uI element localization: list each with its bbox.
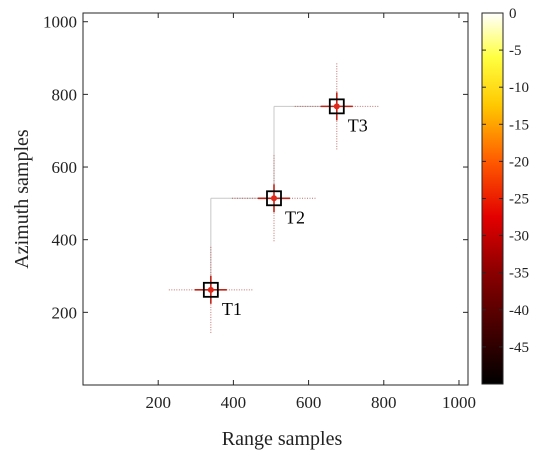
x-tick-label: 600: [296, 393, 322, 412]
x-tick-label: 200: [145, 393, 171, 412]
colorbar-tick-label: -5: [509, 43, 522, 59]
x-tick-label: 1000: [442, 393, 476, 412]
target-peak: [270, 195, 277, 202]
y-tick-label: 400: [52, 231, 78, 250]
target-label: T2: [285, 207, 305, 227]
target-peak: [207, 286, 214, 293]
target-marker: [202, 281, 219, 298]
x-tick-label: 400: [221, 393, 247, 412]
colorbar-tick-label: -25: [509, 192, 529, 208]
colorbar-tick-label: -10: [509, 80, 529, 96]
target-label: T3: [348, 115, 368, 135]
y-tick-label: 600: [52, 158, 78, 177]
colorbar-tick-label: -35: [509, 266, 529, 282]
colorbar-tick-label: -20: [509, 154, 529, 170]
x-tick-label: 800: [371, 393, 397, 412]
y-tick-label: 800: [52, 85, 78, 104]
colorbar-tick-label: -45: [509, 340, 529, 356]
targets: T1 T2 T3: [168, 63, 379, 333]
colorbar-tick-label: -30: [509, 229, 529, 245]
y-axis-title: Azimuth samples: [11, 129, 33, 269]
colorbar-ticks: 0 -5 -10 -15 -20 -25 -30 -35 -40 -45: [482, 6, 529, 356]
y-tick-label: 200: [52, 303, 78, 322]
target-label: T1: [222, 299, 242, 319]
x-axis: 200 400 600 800 1000: [145, 13, 476, 412]
colorbar-tick-label: 0: [509, 6, 517, 22]
x-axis-title: Range samples: [222, 428, 343, 450]
y-axis: 200 400 600 800 1000: [43, 13, 468, 322]
target-marker: [266, 190, 282, 207]
target-peak: [333, 103, 340, 110]
colorbar-tick-label: -40: [509, 303, 529, 319]
y-tick-label: 1000: [43, 13, 77, 32]
colorbar-tick-label: -15: [509, 117, 529, 133]
target-marker: [328, 98, 345, 115]
